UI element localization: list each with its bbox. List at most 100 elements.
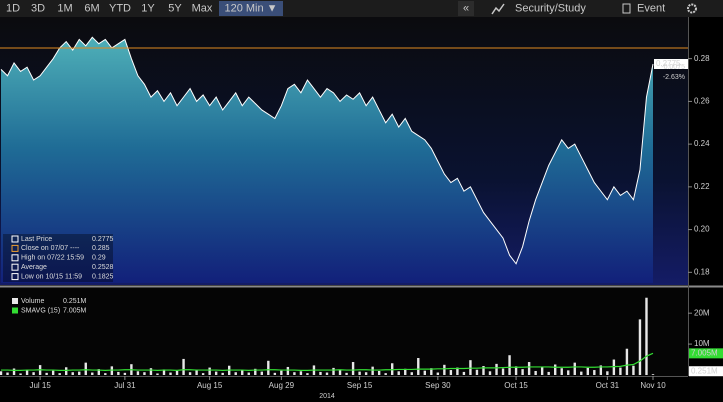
volume-bar [267,360,270,375]
legend-name: High on 07/22 15:59 [21,255,84,262]
volume-bar [149,368,153,375]
volume-bar [351,362,355,375]
range-button[interactable]: 1Y [141,2,155,14]
volume-bar [241,370,244,375]
volume-bar [325,372,329,375]
volume-bar [638,319,642,375]
volume-bar [221,372,224,375]
legend-value: 0.285 [92,245,110,252]
volume-bar [319,371,322,375]
volume-bar [195,370,198,375]
volume-bar [332,367,335,375]
y-tick-label: 20M [694,308,710,317]
toolbar [0,0,723,17]
x-tick-label: Sep 30 [425,381,451,390]
x-tick-label: Jul 15 [29,381,51,390]
volume-bar [345,372,348,375]
volume-bar [299,371,303,375]
volume-bar [201,373,205,375]
study-icon [491,3,505,15]
volume-bar [410,372,413,375]
volume-bar [495,363,498,375]
event-button[interactable]: Event [637,2,665,14]
y-tick-label: 0.20 [694,225,710,234]
x-tick-label: Jul 31 [114,381,136,390]
volume-bar [612,359,616,375]
smavg-last-label: 7.005M [691,348,718,357]
volume-bar [117,371,120,375]
smavg-box [689,348,723,359]
range-button[interactable]: Max [192,2,213,14]
volume-bar [527,362,531,375]
volume-bar [12,368,16,375]
volume-bar [547,371,550,375]
volume-bar [338,370,342,375]
volume-bar [169,372,172,375]
last-price-label: 0.2775 [656,59,681,68]
y-tick-label: 0.18 [694,267,710,276]
y-tick-label: 0.28 [694,54,710,63]
volume-bar [586,367,589,375]
collapse-button[interactable] [458,1,474,16]
legend-value: 0.1825 [92,273,114,280]
volume-bar [188,372,192,375]
volume-bar [234,372,237,375]
volume-bar [162,369,166,375]
range-button[interactable]: 3D [31,2,45,14]
change-annotation: -2.63% [663,74,685,81]
volume-bar [293,372,296,375]
x-axis-year: 2014 [319,393,335,400]
volume-bar [436,372,440,375]
study-button[interactable]: Security/Study [515,2,586,14]
legend-swatch [12,298,18,304]
legend-name: Low on 10/15 11:59 [21,273,82,280]
settings-button[interactable] [687,3,697,14]
volume-bar [136,371,140,375]
volume-bar [78,371,81,375]
legend-value: 7.005M [63,307,87,314]
volume-bar [423,370,426,375]
range-button[interactable]: 6M [84,2,99,14]
volume-bar [65,367,68,375]
range-button[interactable]: YTD [109,2,131,14]
volume-bar [449,370,453,375]
legend-swatch [11,254,19,262]
y-tick-label: 0.26 [694,97,710,106]
volume-bar [143,372,146,375]
range-button[interactable]: 5Y [168,2,182,14]
volume-bar [58,373,61,375]
volume-bar [619,367,622,375]
volume-bar [397,371,400,375]
legend-swatch [11,273,19,281]
range-button[interactable]: 1M [57,2,72,14]
volume-bar [384,373,387,375]
volume-bar [377,370,381,375]
volume-bar [469,360,472,375]
volume-bar [475,369,479,375]
legend-name: Last Price [21,236,52,243]
volume-bar [488,371,492,375]
volume-bar [51,370,55,375]
volume-bar [651,374,655,375]
volume-bar [364,372,368,375]
volume-bar [404,368,407,375]
volume-bar [25,370,29,375]
volume-bar [175,370,179,375]
range-button[interactable]: 1D [6,2,20,14]
last-price-box [654,59,688,70]
volume-bar [371,366,374,375]
collapse-icon[interactable]: « [463,2,469,14]
volume-bar [260,371,263,375]
volume-bar [19,373,22,375]
x-tick-label: Sep 15 [347,381,373,390]
volume-last-label: 0.251M [691,366,718,375]
volume-bar [632,365,635,375]
volume-bar [534,370,537,375]
volume-bar [306,373,309,375]
volume-bar [514,366,518,375]
volume-bar [430,368,433,375]
volume-bar [593,370,596,375]
volume-bar [482,366,485,375]
interval-label[interactable]: 120 Min ▼ [224,2,277,14]
interval-button[interactable] [219,1,283,16]
